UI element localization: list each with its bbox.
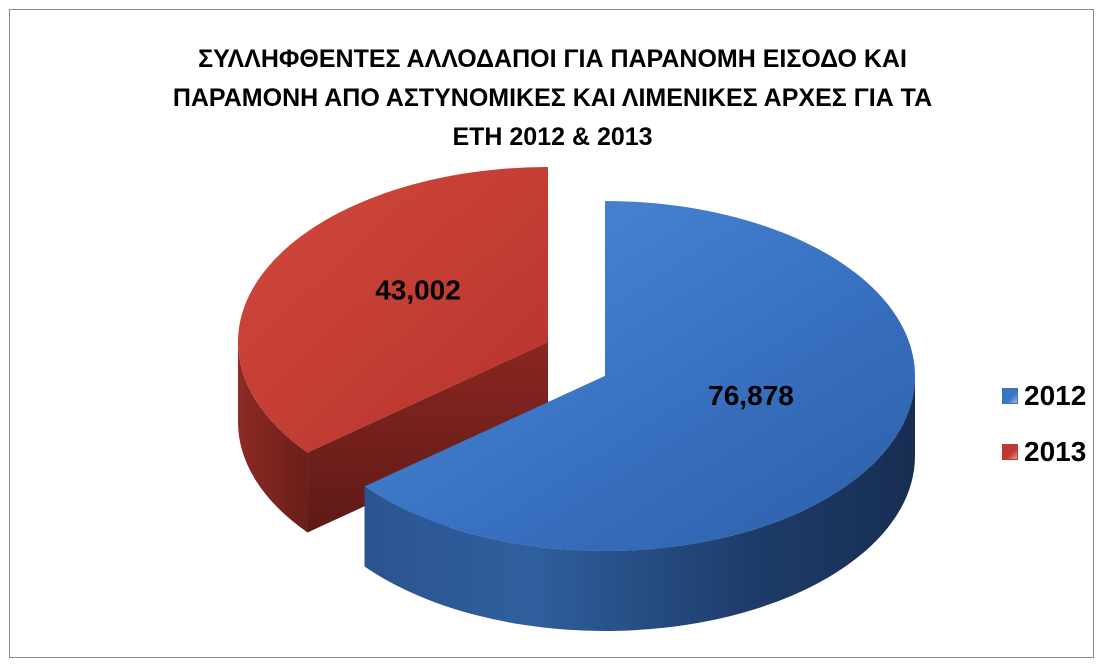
legend-item-2013: 2013 [1002, 436, 1086, 468]
chart-title-line-2: ΠΑΡΑΜΟΝΗ ΑΠΟ ΑΣΤΥΝΟΜΙΚΕΣ ΚΑΙ ΛΙΜΕΝΙΚΕΣ Α… [172, 84, 933, 112]
pie-slice-2013-front-face [307, 342, 548, 533]
data-label-2012: 76,878 [708, 380, 794, 411]
legend-swatch-2012 [1002, 388, 1018, 404]
chart-title: ΣΥΛΛΗΦΘΕΝΤΕΣ ΑΛΛΟΔΑΠΟΙ ΓΙΑ ΠΑΡΑΝΟΜΗ ΕΙΣΟ… [10, 40, 1095, 157]
legend-item-2012: 2012 [1002, 380, 1086, 412]
data-label-2013: 43,002 [375, 274, 461, 305]
pie-slice-2013 [237, 167, 548, 453]
legend-label-2012: 2012 [1024, 380, 1087, 411]
chart-title-line-3: ΕΤΗ 2012 & 2013 [452, 123, 653, 151]
pie-slice-2012-side [364, 376, 916, 631]
legend-label-2013: 2013 [1024, 436, 1087, 467]
pie-slice-2012 [364, 201, 916, 552]
pie-slice-2013-side [238, 342, 308, 533]
chart-legend: 2012 2013 [1002, 380, 1086, 492]
chart-title-line-1: ΣΥΛΛΗΦΘΕΝΤΕΣ ΑΛΛΟΔΑΠΟΙ ΓΙΑ ΠΑΡΑΝΟΜΗ ΕΙΣΟ… [198, 45, 907, 73]
legend-swatch-2013 [1002, 444, 1018, 460]
